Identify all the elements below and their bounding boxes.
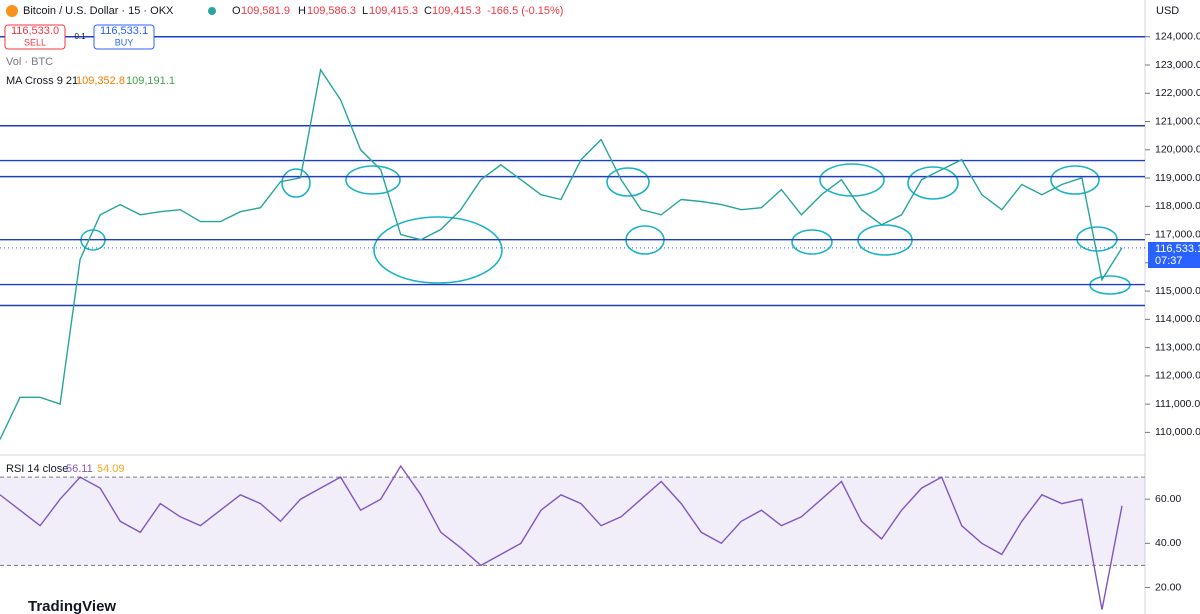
annotation-circle <box>791 229 833 255</box>
ohlc-label: H <box>298 5 306 17</box>
rsi-value: 56.11 <box>66 463 93 475</box>
y-tick-label: 113,000.0 <box>1155 341 1200 353</box>
plot: 110,000.0 111,000.0 112,000.0 113,000.0 114,… <box>0 31 1200 610</box>
y-tick-label: 124,000.0 <box>1155 31 1200 43</box>
rsi-line <box>0 464 1123 610</box>
coin-icon <box>6 5 18 17</box>
rsi-ma: 54.09 <box>97 463 125 475</box>
y-tick-label: 123,000.0 <box>1155 59 1200 71</box>
ohlc-label: L <box>362 5 368 17</box>
ohlc-label: C <box>424 5 432 17</box>
ma-fast: 109,352.8 <box>76 75 125 87</box>
status-dot <box>208 7 216 15</box>
annotation-circle <box>907 166 959 200</box>
ohlc-value: 109,581.9 <box>241 5 290 17</box>
currency[interactable]: USD <box>1156 5 1179 17</box>
buy-label[interactable]: BUY <box>115 37 134 47</box>
volume-legend: Vol · BTC <box>6 56 53 68</box>
ohlc-change: -166.5 (-0.15%) <box>487 5 563 17</box>
spread: 0.1 <box>74 32 86 41</box>
annotation-circle <box>281 168 311 198</box>
annotation-circle <box>1050 165 1100 195</box>
y-tick-label: 60.00 <box>1155 493 1181 505</box>
y-tick-label: 111,000.0 <box>1155 398 1200 410</box>
y-tick-label: 120,000.0 <box>1155 144 1200 156</box>
ma-slow: 109,191.1 <box>126 75 175 87</box>
y-tick-label: 121,000.0 <box>1155 115 1200 127</box>
y-tick-label: 119,000.0 <box>1155 172 1200 184</box>
countdown: 07:37 <box>1155 255 1183 267</box>
buy-button[interactable] <box>93 24 155 50</box>
y-tick-label: 115,000.0 <box>1155 285 1200 297</box>
y-tick-label: 40.00 <box>1155 537 1181 549</box>
ohlc-label: O <box>232 5 241 17</box>
ohlc-value: 109,586.3 <box>307 5 356 17</box>
annotation-circle <box>373 216 503 284</box>
buy-price[interactable]: 116,533.1 <box>100 25 148 37</box>
y-tick-label: 110,000.0 <box>1155 426 1200 438</box>
sell-label[interactable]: SELL <box>24 37 46 47</box>
rsi-legend: RSI 14 close <box>6 463 68 475</box>
y-tick-label: 114,000.0 <box>1155 313 1200 325</box>
sell-price[interactable]: 116,533.0 <box>11 25 59 37</box>
ohlc-value: 109,415.3 <box>432 5 481 17</box>
y-tick-label: 122,000.0 <box>1155 87 1200 99</box>
sell-button[interactable] <box>4 24 66 50</box>
brand: TradingView <box>28 598 116 614</box>
ohlc-value: 109,415.3 <box>369 5 418 17</box>
y-tick-label: 117,000.0 <box>1155 228 1200 240</box>
symbol: Bitcoin / U.S. Dollar · 15 · OKX <box>23 5 174 17</box>
y-tick-label: 118,000.0 <box>1155 200 1200 212</box>
last-price-tag <box>1148 242 1200 268</box>
annotation-circle <box>606 167 650 197</box>
y-tick-label: 112,000.0 <box>1155 370 1200 382</box>
last-price: 116,533.1 <box>1155 243 1200 255</box>
annotation-circle <box>345 165 401 195</box>
y-tick-label: 20.00 <box>1155 581 1181 593</box>
ma-legend: MA Cross 9 21 <box>6 75 78 87</box>
price-line <box>0 67 1123 440</box>
rsi-band <box>0 477 1145 566</box>
